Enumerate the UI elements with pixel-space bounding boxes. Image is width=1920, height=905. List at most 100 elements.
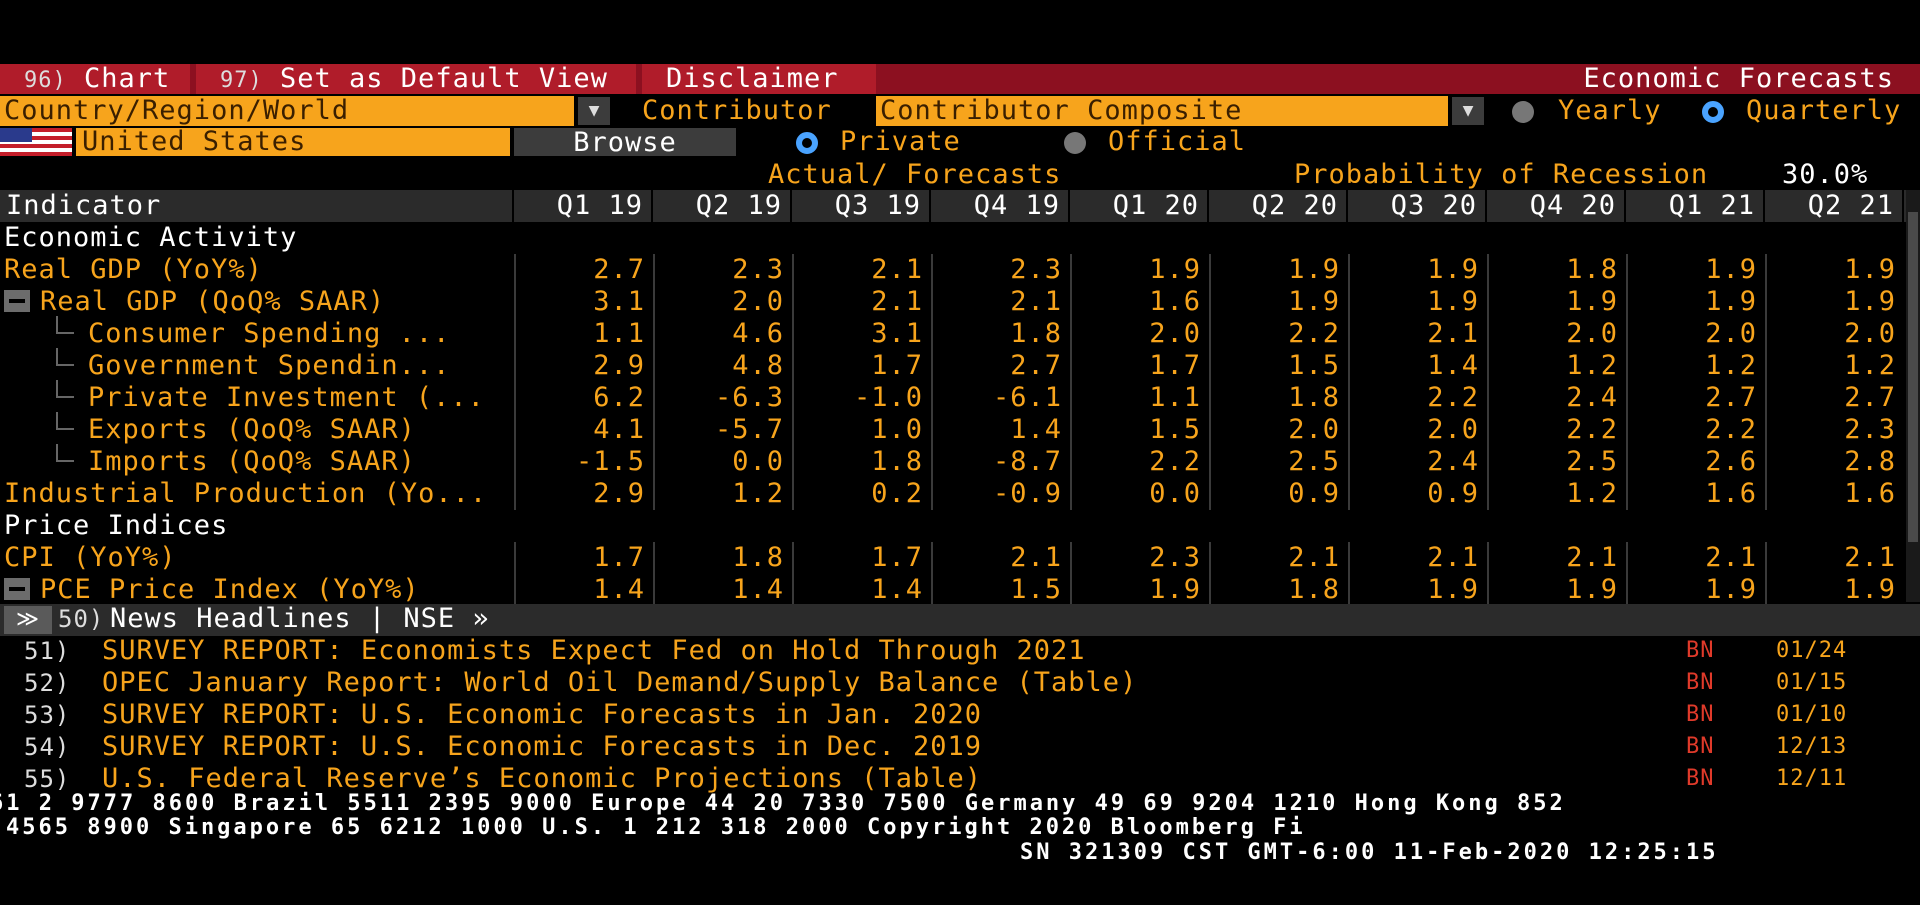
value-cell[interactable]: 1.4 xyxy=(1010,414,1062,445)
value-cell[interactable]: 1.9 xyxy=(1566,286,1618,317)
value-cell[interactable]: 2.0 xyxy=(1288,414,1340,445)
news-title[interactable]: SURVEY REPORT: U.S. Economic Forecasts i… xyxy=(102,731,983,762)
value-cell[interactable]: 2.5 xyxy=(1288,446,1340,477)
yearly-radio[interactable] xyxy=(1512,101,1534,123)
value-cell[interactable]: 1.4 xyxy=(732,574,784,605)
browse-button[interactable]: Browse xyxy=(514,128,736,158)
news-title[interactable]: SURVEY REPORT: Economists Expect Fed on … xyxy=(102,635,1086,666)
value-cell[interactable]: 2.7 xyxy=(1010,350,1062,381)
value-cell[interactable]: 1.9 xyxy=(1566,574,1618,605)
column-header[interactable]: Q1 21 xyxy=(1626,190,1765,222)
value-cell[interactable]: 2.7 xyxy=(593,254,645,285)
scrollbar-thumb[interactable] xyxy=(1908,212,1918,542)
value-cell[interactable]: 1.6 xyxy=(1705,478,1757,509)
column-header[interactable]: Q2 21 xyxy=(1765,190,1904,222)
value-cell[interactable]: 1.7 xyxy=(1149,350,1201,381)
value-cell[interactable]: 2.1 xyxy=(1010,286,1062,317)
value-cell[interactable]: 2.2 xyxy=(1149,446,1201,477)
news-item[interactable]: 52) OPEC January Report: World Oil Demand… xyxy=(0,668,1920,700)
column-header[interactable]: Q2 20 xyxy=(1209,190,1348,222)
column-header[interactable]: Q4 20 xyxy=(1487,190,1626,222)
value-cell[interactable]: 0.0 xyxy=(1149,478,1201,509)
value-cell[interactable]: 2.1 xyxy=(1010,542,1062,573)
value-cell[interactable]: 1.0 xyxy=(871,414,923,445)
column-header[interactable]: Q1 20 xyxy=(1070,190,1209,222)
table-row[interactable]: PCE Price Index (YoY%) 1.4 1.4 1.4 1.5 1.9 1.8… xyxy=(0,574,1906,606)
collapse-toggle-icon[interactable] xyxy=(4,289,30,312)
news-item[interactable]: 55) U.S. Federal Reserve’s Economic Proje… xyxy=(0,764,1920,796)
value-cell[interactable]: 2.7 xyxy=(1705,382,1757,413)
value-cell[interactable]: -0.9 xyxy=(992,478,1062,509)
value-cell[interactable]: 2.2 xyxy=(1427,382,1479,413)
value-cell[interactable]: -6.1 xyxy=(992,382,1062,413)
column-header[interactable]: Q4 19 xyxy=(931,190,1070,222)
indicator-header[interactable]: Indicator xyxy=(0,190,514,222)
news-title[interactable]: OPEC January Report: World Oil Demand/Su… xyxy=(102,667,1138,698)
value-cell[interactable]: 2.2 xyxy=(1705,414,1757,445)
news-item[interactable]: 51) SURVEY REPORT: Economists Expect Fed … xyxy=(0,636,1920,668)
value-cell[interactable]: 2.9 xyxy=(593,350,645,381)
table-row[interactable]: Real GDP (YoY%) 2.7 2.3 2.1 2.3 1.9 1.9 1.9 1.8 1… xyxy=(0,254,1906,286)
value-cell[interactable]: 1.8 xyxy=(732,542,784,573)
value-cell[interactable]: 1.9 xyxy=(1149,574,1201,605)
value-cell[interactable]: 2.8 xyxy=(1844,446,1896,477)
official-radio[interactable] xyxy=(1064,132,1086,154)
value-cell[interactable]: 2.1 xyxy=(1427,318,1479,349)
value-cell[interactable]: 1.9 xyxy=(1844,574,1896,605)
value-cell[interactable]: 2.0 xyxy=(732,286,784,317)
chart-button[interactable]: 96) Chart xyxy=(0,64,190,94)
value-cell[interactable]: 2.1 xyxy=(1844,542,1896,573)
value-cell[interactable]: 1.9 xyxy=(1844,286,1896,317)
table-row[interactable]: Exports (QoQ% SAAR) 4.1 -5.7 1.0 1.4 1.5 2.0 2.… xyxy=(0,412,1906,446)
value-cell[interactable]: 2.1 xyxy=(1427,542,1479,573)
news-title[interactable]: U.S. Federal Reserve’s Economic Projecti… xyxy=(102,763,983,794)
value-cell[interactable]: 0.9 xyxy=(1427,478,1479,509)
value-cell[interactable]: 1.9 xyxy=(1288,254,1340,285)
table-row[interactable]: Real GDP (QoQ% SAAR) 3.1 2.0 2.1 2.1 1.6 1.9 1.… xyxy=(0,286,1906,318)
value-cell[interactable]: -5.7 xyxy=(714,414,784,445)
private-radio[interactable] xyxy=(796,132,818,154)
value-cell[interactable]: 2.6 xyxy=(1705,446,1757,477)
value-cell[interactable]: 1.9 xyxy=(1427,254,1479,285)
value-cell[interactable]: 2.4 xyxy=(1566,382,1618,413)
column-header[interactable]: Q2 19 xyxy=(653,190,792,222)
value-cell[interactable]: 1.2 xyxy=(1705,350,1757,381)
country-select[interactable]: United States xyxy=(76,128,510,156)
disclaimer-button[interactable]: Disclaimer xyxy=(642,64,876,94)
table-row[interactable]: Imports (QoQ% SAAR) -1.5 0.0 1.8 -8.7 2.2 2.5 2… xyxy=(0,444,1906,478)
value-cell[interactable]: 1.5 xyxy=(1010,574,1062,605)
value-cell[interactable]: 2.1 xyxy=(871,254,923,285)
table-row[interactable]: Private Investment (... 6.2 -6.3 -1.0 -6.1 1.… xyxy=(0,380,1906,414)
value-cell[interactable]: 1.8 xyxy=(1288,382,1340,413)
value-cell[interactable]: 0.0 xyxy=(732,446,784,477)
news-title[interactable]: SURVEY REPORT: U.S. Economic Forecasts i… xyxy=(102,699,983,730)
value-cell[interactable]: 1.6 xyxy=(1844,478,1896,509)
value-cell[interactable]: 2.2 xyxy=(1566,414,1618,445)
value-cell[interactable]: 2.3 xyxy=(1149,542,1201,573)
value-cell[interactable]: 6.2 xyxy=(593,382,645,413)
value-cell[interactable]: 1.7 xyxy=(871,350,923,381)
value-cell[interactable]: 1.2 xyxy=(1566,350,1618,381)
value-cell[interactable]: 1.8 xyxy=(1566,254,1618,285)
value-cell[interactable]: 2.3 xyxy=(1010,254,1062,285)
value-cell[interactable]: 2.3 xyxy=(732,254,784,285)
contributor-select[interactable]: Contributor Composite xyxy=(876,96,1448,126)
value-cell[interactable]: 2.7 xyxy=(1844,382,1896,413)
value-cell[interactable]: 1.9 xyxy=(1427,574,1479,605)
value-cell[interactable]: 1.9 xyxy=(1705,574,1757,605)
value-cell[interactable]: 1.9 xyxy=(1149,254,1201,285)
region-select[interactable]: Country/Region/World xyxy=(0,96,574,126)
value-cell[interactable]: 4.1 xyxy=(593,414,645,445)
value-cell[interactable]: 3.1 xyxy=(871,318,923,349)
value-cell[interactable]: -8.7 xyxy=(992,446,1062,477)
column-header[interactable]: Q1 19 xyxy=(514,190,653,222)
value-cell[interactable]: 1.8 xyxy=(1010,318,1062,349)
value-cell[interactable]: 2.4 xyxy=(1427,446,1479,477)
collapse-icon[interactable]: ≫ xyxy=(4,606,52,634)
value-cell[interactable]: 1.8 xyxy=(1288,574,1340,605)
table-row[interactable]: CPI (YoY%) 1.7 1.8 1.7 2.1 2.3 2.1 2.1 2.1 2.1 2.1 xyxy=(0,542,1906,574)
value-cell[interactable]: 1.9 xyxy=(1705,254,1757,285)
value-cell[interactable]: 1.9 xyxy=(1288,286,1340,317)
value-cell[interactable]: 3.1 xyxy=(593,286,645,317)
value-cell[interactable]: 2.1 xyxy=(871,286,923,317)
